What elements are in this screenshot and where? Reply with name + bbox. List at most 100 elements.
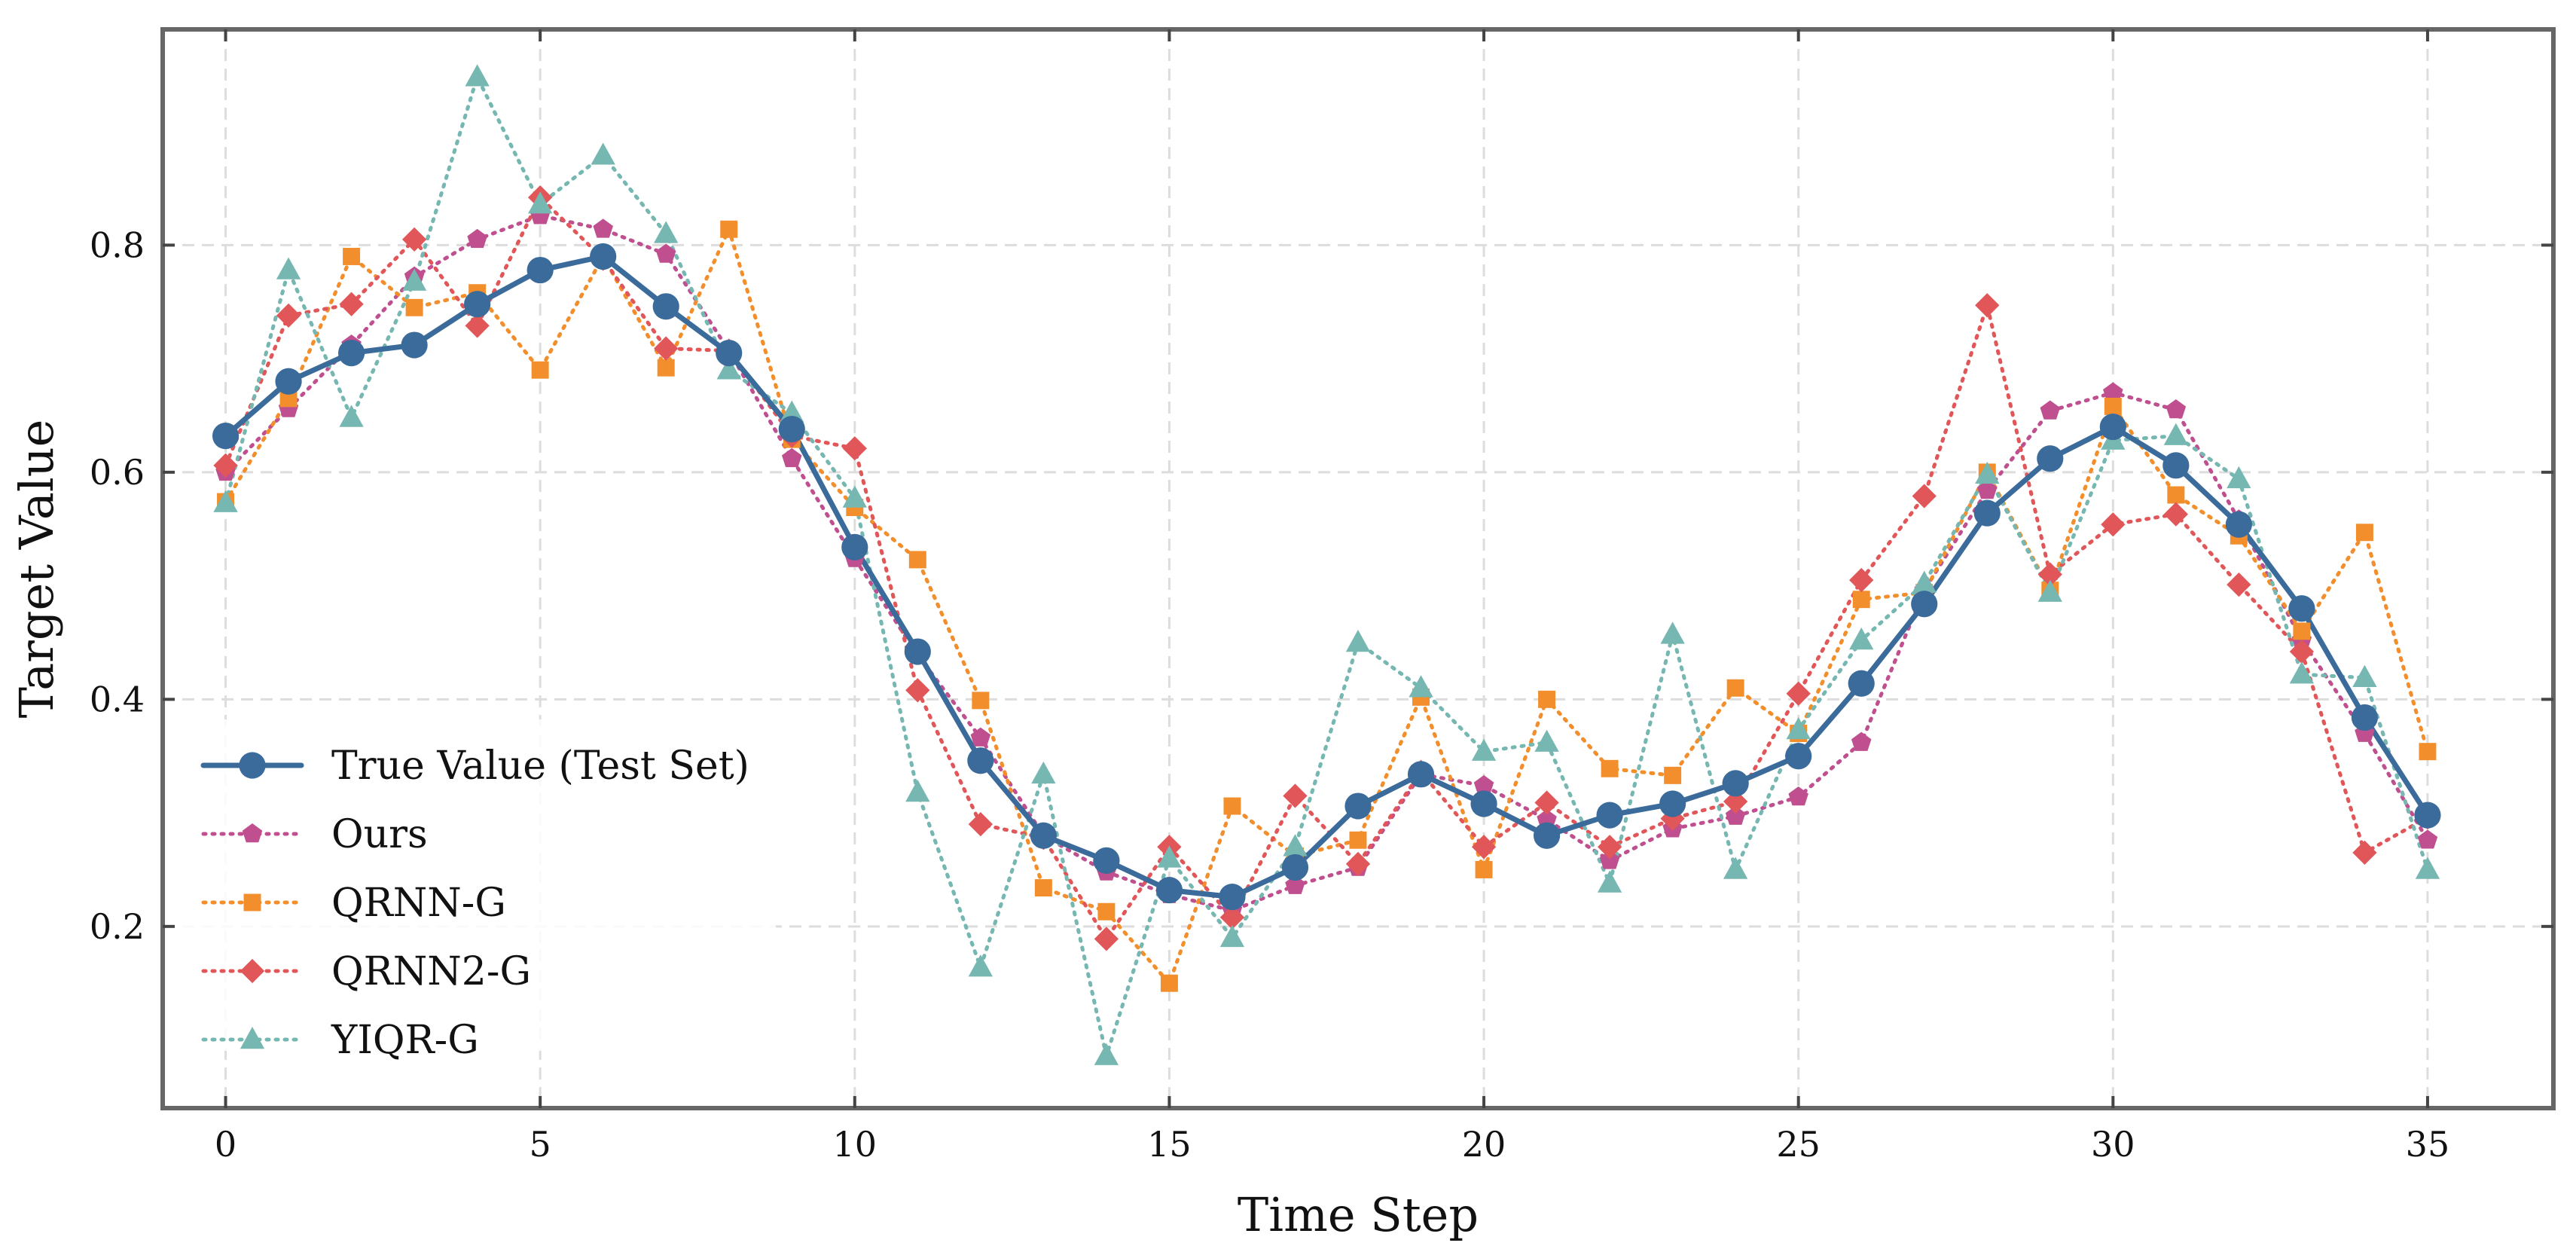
data-point-true-value-test-set	[716, 340, 743, 367]
legend-marker-yiqr-g	[240, 1027, 265, 1049]
data-point-yiqr-g	[1219, 924, 1245, 948]
data-point-qrnn2-g	[401, 227, 427, 252]
series-line-yiqr-g	[224, 75, 2430, 1058]
data-point-yiqr-g	[1597, 870, 1622, 893]
legend-label-qrnn2-g: QRNN2-G	[331, 949, 531, 994]
data-point-true-value-test-set	[275, 368, 302, 395]
data-point-yiqr-g	[2037, 579, 2062, 602]
data-point-true-value-test-set	[2037, 445, 2064, 472]
data-point-qrnn-g	[405, 298, 423, 316]
data-point-yiqr-g	[654, 221, 679, 243]
data-point-ours	[2417, 829, 2438, 849]
data-point-true-value-test-set	[526, 256, 554, 284]
data-point-true-value-test-set	[2099, 413, 2126, 441]
data-point-qrnn2-g	[1219, 905, 1245, 930]
data-point-yiqr-g	[401, 268, 427, 291]
data-point-qrnn-g	[1852, 591, 1870, 609]
data-point-true-value-test-set	[401, 331, 428, 359]
data-point-yiqr-g	[1534, 729, 1559, 752]
data-point-yiqr-g	[2415, 857, 2440, 879]
data-point-ours	[1473, 774, 1494, 795]
data-point-ours	[782, 447, 802, 468]
data-point-yiqr-g	[2163, 423, 2188, 445]
data-point-true-value-test-set	[464, 291, 491, 318]
data-point-ours	[1285, 875, 1305, 894]
data-point-ours	[1788, 786, 1808, 806]
data-point-qrnn-g	[1475, 860, 1493, 878]
data-point-ours	[1851, 731, 1872, 751]
data-point-true-value-test-set	[1281, 853, 1309, 881]
data-point-qrnn-g	[1664, 766, 1682, 784]
series-line-ours	[224, 213, 2430, 913]
data-point-ours	[1599, 850, 1620, 869]
data-point-qrnn2-g	[2289, 639, 2315, 664]
y-tick-label: 0.2	[90, 906, 145, 947]
data-point-true-value-test-set	[1344, 792, 1372, 820]
data-point-yiqr-g	[780, 400, 804, 423]
data-point-qrnn2-g	[1723, 789, 1748, 814]
legend-marker-ours	[242, 823, 263, 843]
legend-background	[181, 719, 776, 1051]
data-point-qrnn-g	[2104, 397, 2122, 415]
data-point-yiqr-g	[1471, 738, 1497, 761]
data-point-true-value-test-set	[2414, 802, 2441, 829]
data-point-qrnn2-g	[1975, 293, 2000, 318]
data-point-yiqr-g	[1975, 461, 2000, 484]
data-point-qrnn2-g	[1597, 835, 1622, 860]
data-point-true-value-test-set	[2225, 511, 2252, 538]
legend-label-qrnn-g: QRNN-G	[331, 881, 506, 926]
x-tick-label: 5	[530, 1124, 551, 1165]
data-point-true-value-test-set	[2162, 452, 2190, 479]
data-point-qrnn2-g	[465, 313, 490, 338]
data-point-true-value-test-set	[1911, 591, 1938, 618]
series-line-qrnn2-g	[224, 195, 2430, 941]
x-tick-label: 25	[1776, 1124, 1821, 1165]
data-point-qrnn-g	[343, 247, 361, 265]
data-point-qrnn2-g	[2163, 502, 2188, 527]
legend-marker-true-value-test-set	[239, 752, 266, 779]
legend-label-yiqr-g: YIQR-G	[331, 1018, 479, 1063]
data-point-qrnn-g	[972, 692, 990, 710]
data-point-true-value-test-set	[1848, 670, 1875, 697]
data-point-qrnn2-g	[1283, 783, 1308, 808]
data-point-qrnn2-g	[842, 436, 867, 461]
data-point-yiqr-g	[968, 954, 993, 977]
data-point-true-value-test-set	[1596, 802, 1623, 829]
data-point-yiqr-g	[2289, 661, 2315, 684]
x-tick-label: 30	[2091, 1124, 2135, 1165]
x-axis-label: Time Step	[1238, 1187, 1479, 1242]
data-point-true-value-test-set	[337, 340, 365, 367]
data-point-qrnn-g	[1349, 831, 1367, 849]
data-point-ours	[970, 727, 991, 747]
data-point-yiqr-g	[528, 191, 553, 214]
data-point-true-value-test-set	[1722, 770, 1749, 797]
data-point-true-value-test-set	[967, 747, 994, 774]
data-point-qrnn2-g	[2352, 840, 2377, 865]
data-point-qrnn-g	[531, 361, 549, 379]
legend-marker-qrnn2-g	[240, 958, 265, 984]
data-point-ours	[467, 228, 487, 249]
legend-label-true-value-test-set: True Value (Test Set)	[331, 744, 749, 789]
data-point-yiqr-g	[591, 142, 615, 165]
data-point-yiqr-g	[1723, 857, 1748, 879]
legend: True Value (Test Set) Ours QRNN-G QRNN2-G YI…	[181, 719, 776, 1063]
data-point-qrnn-g	[1601, 759, 1619, 777]
data-point-qrnn-g	[2419, 743, 2437, 761]
data-point-ours	[2103, 382, 2123, 402]
data-point-yiqr-g	[716, 357, 741, 380]
data-point-qrnn-g	[1034, 879, 1052, 897]
data-point-qrnn2-g	[1849, 567, 1874, 593]
data-point-ours	[593, 218, 613, 238]
data-point-yiqr-g	[1031, 761, 1056, 784]
axis-ticks: 0 5 10 15 20 25 30 35 0.2 0.4 0.6 0.8	[90, 29, 2553, 1165]
data-point-qrnn2-g	[654, 336, 679, 361]
x-tick-label: 35	[2406, 1124, 2450, 1165]
data-point-true-value-test-set	[1973, 499, 2001, 527]
data-point-true-value-test-set	[652, 293, 679, 320]
x-tick-label: 0	[215, 1124, 237, 1165]
data-point-yiqr-g	[1912, 570, 1937, 593]
data-point-qrnn-g	[908, 551, 926, 569]
data-point-yiqr-g	[1345, 629, 1371, 652]
